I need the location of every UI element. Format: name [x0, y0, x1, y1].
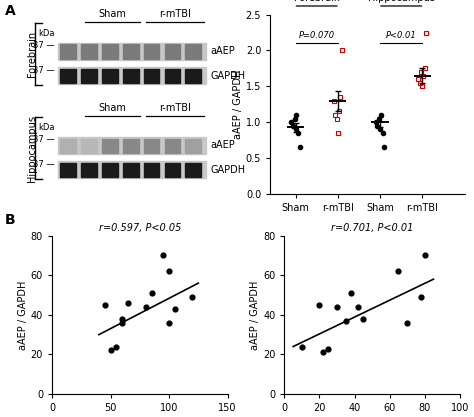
Point [347, 290, 355, 296]
Bar [185, 69, 201, 83]
Bar [102, 45, 118, 58]
Bar [144, 138, 159, 153]
Point [316, 301, 323, 308]
Title: r=0.597, P<0.05: r=0.597, P<0.05 [99, 224, 181, 234]
Bar [102, 138, 118, 153]
Bar [102, 163, 118, 177]
Text: A: A [5, 4, 16, 18]
Point [107, 347, 114, 354]
Text: kDa: kDa [38, 123, 55, 132]
Y-axis label: aAEP / GAPDH: aAEP / GAPDH [250, 280, 260, 349]
Point [171, 306, 179, 312]
Bar [81, 45, 97, 58]
Text: P=0.070: P=0.070 [299, 31, 335, 40]
Point [189, 294, 196, 300]
Point [159, 252, 167, 259]
Point [394, 268, 402, 275]
Title: r=0.701, P<0.01: r=0.701, P<0.01 [331, 224, 413, 234]
Bar [164, 69, 180, 83]
Bar [144, 163, 159, 177]
Bar [164, 138, 180, 153]
Bar [60, 163, 76, 177]
Point [333, 304, 341, 310]
FancyBboxPatch shape [58, 68, 206, 84]
FancyBboxPatch shape [58, 161, 206, 178]
Bar [81, 138, 97, 153]
Y-axis label: aAEP / GAPDH: aAEP / GAPDH [233, 70, 243, 139]
Text: r-mTBI: r-mTBI [159, 9, 191, 19]
Point [324, 345, 332, 352]
Bar [185, 45, 201, 58]
Bar [185, 138, 201, 153]
Point [148, 290, 155, 296]
Point [101, 301, 109, 308]
Point [113, 343, 120, 350]
FancyBboxPatch shape [58, 137, 206, 153]
Text: aAEP: aAEP [210, 140, 235, 150]
Bar [60, 69, 76, 83]
Point [298, 343, 306, 350]
Text: 37 —: 37 — [33, 66, 55, 75]
Bar [123, 45, 138, 58]
Bar [123, 138, 138, 153]
Bar [164, 163, 180, 177]
Text: Sham: Sham [99, 103, 127, 113]
Y-axis label: aAEP / GAPDH: aAEP / GAPDH [18, 280, 28, 349]
Bar [144, 45, 159, 58]
Point [124, 299, 132, 306]
Text: Forebrain: Forebrain [27, 31, 37, 77]
Bar [123, 163, 138, 177]
Bar [81, 163, 97, 177]
Text: kDa: kDa [38, 29, 55, 38]
Text: GAPDH: GAPDH [210, 165, 246, 175]
Text: r-mTBI: r-mTBI [159, 103, 191, 113]
Point [421, 252, 428, 259]
Bar [60, 45, 76, 58]
Point [359, 315, 367, 322]
Bar [164, 45, 180, 58]
Text: 37 —: 37 — [33, 160, 55, 169]
Text: aAEP: aAEP [210, 46, 235, 56]
Text: GAPDH: GAPDH [210, 70, 246, 80]
Point [165, 319, 173, 326]
Point [342, 317, 349, 324]
Point [142, 304, 149, 310]
Bar [185, 163, 201, 177]
Text: 37 —: 37 — [33, 136, 55, 144]
Bar [102, 69, 118, 83]
Point [354, 304, 362, 310]
Bar [81, 69, 97, 83]
Point [418, 294, 425, 300]
Bar [123, 69, 138, 83]
Text: 37 —: 37 — [33, 41, 55, 50]
Text: Sham: Sham [99, 9, 127, 19]
FancyBboxPatch shape [58, 43, 206, 60]
Point [319, 349, 327, 356]
Text: Hippocampus: Hippocampus [27, 115, 37, 181]
Text: Hippocampus: Hippocampus [368, 0, 435, 3]
Text: P<0.01: P<0.01 [386, 31, 417, 40]
Bar [144, 69, 159, 83]
Text: Forebrain: Forebrain [293, 0, 340, 3]
Text: B: B [5, 213, 15, 227]
Point [118, 315, 126, 322]
Bar [60, 138, 76, 153]
Point [118, 319, 126, 326]
Point [165, 268, 173, 275]
Point [403, 319, 411, 326]
